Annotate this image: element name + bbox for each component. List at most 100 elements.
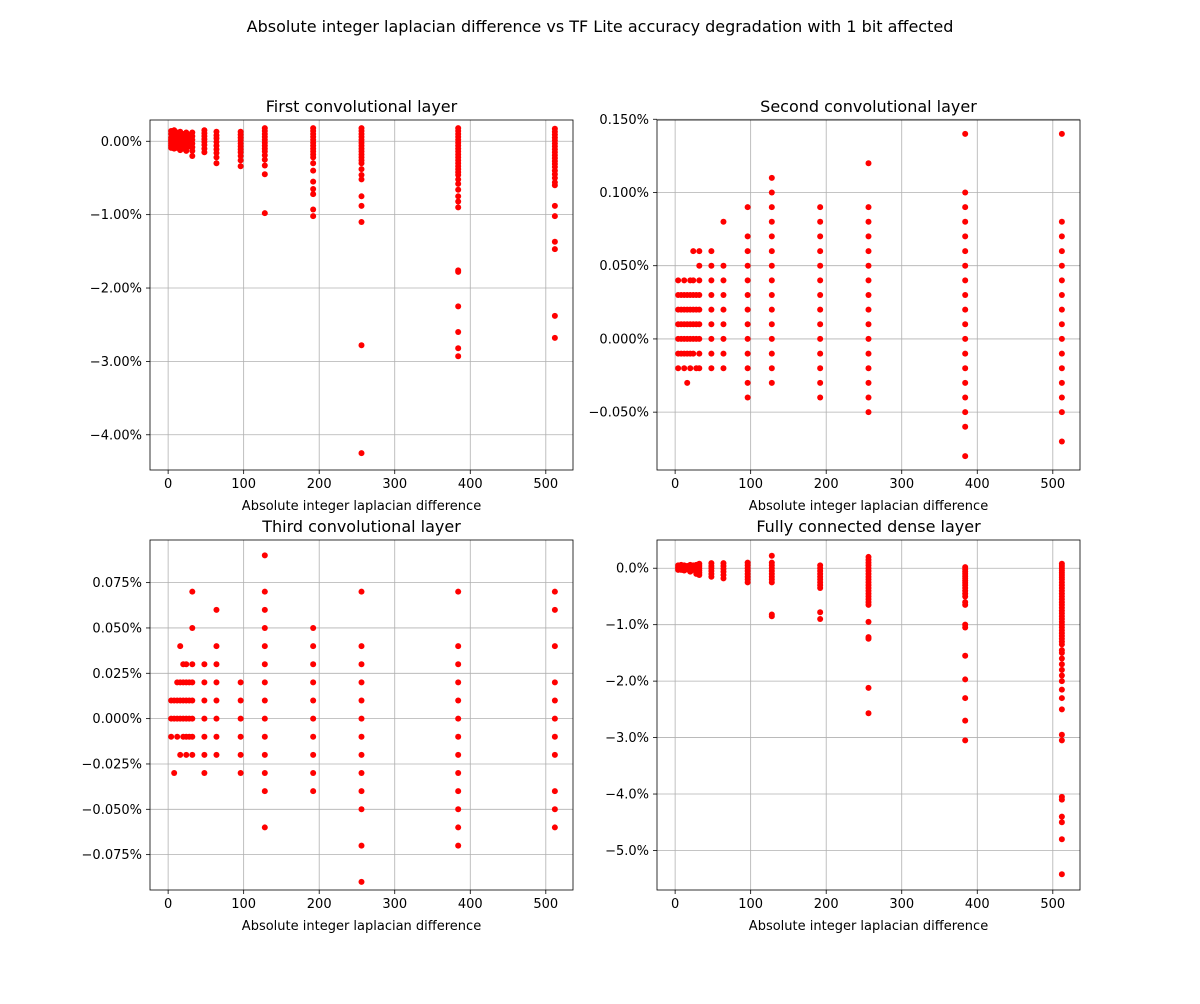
data-point (768, 233, 775, 240)
data-point (768, 579, 775, 586)
data-point (1058, 819, 1065, 826)
data-point (962, 335, 969, 342)
data-point (720, 292, 727, 298)
x-tick-label: 100 (738, 897, 763, 912)
data-point (310, 788, 317, 795)
data-point (310, 160, 317, 167)
y-tick-label: −4.0% (605, 788, 649, 803)
data-point (817, 262, 824, 269)
data-point (358, 342, 365, 349)
data-point (237, 733, 244, 740)
data-point (768, 174, 775, 181)
x-axis-label: Absolute integer laplacian difference (242, 919, 481, 934)
data-point (213, 679, 220, 686)
data-point (455, 715, 462, 722)
data-point (962, 218, 969, 225)
data-point (817, 394, 824, 401)
data-point (1058, 277, 1065, 284)
data-point (962, 394, 969, 401)
scatter-points (675, 552, 1065, 878)
data-point (455, 329, 462, 336)
y-tick-label: −5.0% (605, 844, 649, 859)
data-point (962, 248, 969, 255)
data-point (720, 321, 727, 328)
data-point (744, 365, 751, 372)
data-point (551, 643, 558, 650)
data-point (261, 715, 268, 722)
data-point (455, 268, 462, 275)
data-point (189, 733, 196, 740)
data-point (358, 172, 365, 179)
data-point (551, 806, 558, 813)
y-tick-label: −2.00% (90, 282, 142, 297)
data-point (310, 770, 317, 777)
data-point (310, 213, 317, 220)
data-point (455, 176, 462, 183)
x-tick-label: 200 (307, 897, 332, 912)
data-point (310, 178, 317, 185)
data-point (189, 152, 196, 159)
data-point (310, 661, 317, 668)
y-tick-label: 0.150% (599, 113, 649, 128)
data-point (177, 751, 184, 758)
data-point (1058, 737, 1065, 744)
data-point (744, 394, 751, 401)
data-point (865, 710, 872, 717)
data-point (358, 661, 365, 668)
data-point (358, 450, 365, 457)
data-point (865, 335, 872, 342)
data-point (865, 277, 872, 284)
x-tick-label: 0 (164, 477, 172, 492)
data-point (696, 248, 703, 255)
data-point (1058, 871, 1065, 878)
scatter-points (168, 125, 558, 457)
data-point (358, 697, 365, 704)
data-point (744, 321, 751, 328)
data-point (720, 335, 727, 342)
data-point (708, 350, 715, 357)
data-point (1058, 672, 1065, 679)
data-point (744, 277, 751, 284)
data-point (261, 679, 268, 686)
data-point (696, 335, 703, 342)
data-point (708, 262, 715, 269)
data-point (189, 661, 196, 668)
data-point (708, 573, 715, 580)
subplot-2: 0 100 200 300 400 500 0.150% 0.100% 0.050% 0.000%… (589, 97, 1081, 514)
data-point (720, 350, 727, 357)
data-point (696, 277, 703, 284)
data-point (455, 733, 462, 740)
data-point (551, 246, 558, 253)
data-point (962, 717, 969, 724)
data-point (358, 643, 365, 650)
data-point (1058, 394, 1065, 401)
data-point (213, 606, 220, 613)
data-point (768, 552, 775, 559)
data-point (962, 423, 969, 430)
data-point (744, 579, 751, 586)
data-point (358, 806, 365, 813)
data-point (261, 643, 268, 650)
data-point (551, 312, 558, 319)
data-point (237, 770, 244, 777)
data-point (551, 174, 558, 181)
data-point (768, 277, 775, 284)
data-point (768, 189, 775, 196)
data-point (768, 218, 775, 225)
data-point (768, 365, 775, 372)
data-point (261, 162, 268, 169)
y-tick-label: 0.050% (599, 259, 649, 274)
data-point (261, 171, 268, 178)
data-point (865, 618, 872, 625)
data-point (455, 697, 462, 704)
data-point (817, 204, 824, 211)
data-point (708, 292, 715, 298)
data-point (962, 409, 969, 416)
y-tick-label: 0.0% (616, 562, 649, 577)
data-point (183, 147, 190, 154)
data-point (1058, 813, 1065, 820)
x-tick-label: 400 (965, 897, 990, 912)
x-axis-label: Absolute integer laplacian difference (749, 919, 988, 934)
data-point (237, 751, 244, 758)
data-point (261, 210, 268, 217)
